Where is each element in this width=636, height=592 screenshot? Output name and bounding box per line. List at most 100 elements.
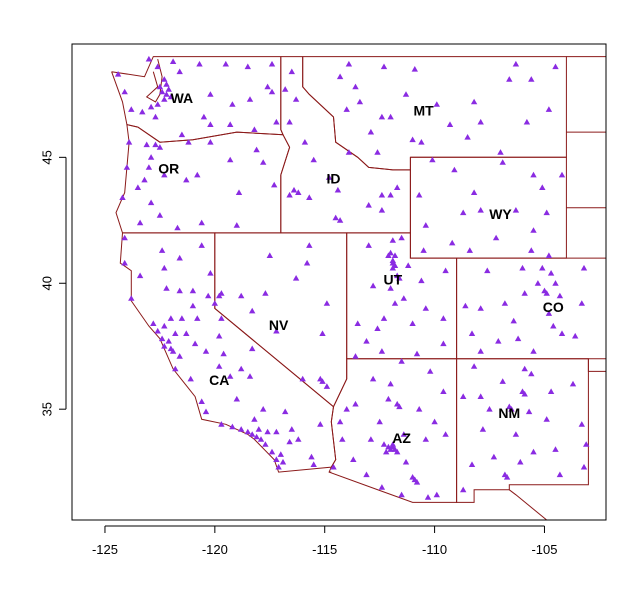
site-marker xyxy=(165,338,172,344)
site-marker xyxy=(147,154,155,160)
site-marker xyxy=(121,259,128,266)
site-marker xyxy=(512,431,520,437)
site-marker xyxy=(477,348,484,354)
site-marker xyxy=(352,83,359,90)
site-marker xyxy=(440,388,447,394)
site-marker xyxy=(141,176,148,183)
site-marker xyxy=(543,290,550,296)
site-marker xyxy=(369,282,377,289)
site-marker xyxy=(528,76,535,82)
site-marker xyxy=(578,300,585,306)
state-border xyxy=(508,489,548,520)
site-marker xyxy=(336,73,344,80)
site-marker xyxy=(350,456,357,462)
state-label-or: OR xyxy=(158,161,179,177)
site-marker xyxy=(191,340,199,347)
site-marker xyxy=(409,136,416,143)
site-marker xyxy=(558,171,566,178)
site-marker xyxy=(506,76,513,82)
site-marker xyxy=(530,227,537,233)
site-marker xyxy=(380,315,388,321)
y-tick-label: 40 xyxy=(39,276,54,290)
site-marker xyxy=(229,423,236,430)
site-marker xyxy=(490,453,498,460)
site-marker xyxy=(255,426,262,432)
site-marker xyxy=(365,202,372,208)
site-marker xyxy=(123,164,131,170)
site-marker xyxy=(569,380,577,387)
site-marker xyxy=(154,101,161,107)
site-marker xyxy=(145,164,153,170)
x-axis: -125 -120 -115 -110 -105 xyxy=(92,525,557,557)
site-marker xyxy=(470,189,478,195)
site-marker xyxy=(167,93,175,100)
site-marker xyxy=(389,264,396,271)
site-marker xyxy=(416,191,423,198)
site-marker xyxy=(207,139,214,145)
site-marker xyxy=(477,207,484,213)
site-marker xyxy=(396,403,403,410)
site-marker xyxy=(227,121,234,127)
site-marker xyxy=(253,146,260,153)
site-marker xyxy=(161,76,168,82)
site-marker xyxy=(400,431,407,437)
site-marker xyxy=(394,184,401,190)
site-marker xyxy=(273,456,280,462)
site-marker xyxy=(499,159,506,165)
site-marker xyxy=(468,461,476,467)
site-marker xyxy=(521,390,528,397)
site-marker xyxy=(352,353,359,359)
site-marker xyxy=(354,320,361,326)
site-marker xyxy=(389,257,396,263)
state-label-mt: MT xyxy=(413,103,434,119)
site-marker xyxy=(517,458,524,465)
site-marker xyxy=(424,494,432,500)
site-marker xyxy=(301,139,309,145)
site-marker xyxy=(556,292,564,299)
site-marker xyxy=(413,479,421,485)
site-marker xyxy=(422,305,429,311)
site-marker xyxy=(521,290,528,296)
site-marker xyxy=(497,149,504,155)
site-marker xyxy=(369,375,377,382)
site-marker xyxy=(440,340,447,347)
site-marker xyxy=(525,408,533,415)
state-border xyxy=(280,56,411,234)
site-marker xyxy=(470,98,478,105)
site-marker xyxy=(501,300,509,306)
site-marker xyxy=(169,58,177,64)
site-marker xyxy=(367,128,375,135)
state-border xyxy=(119,232,337,473)
site-marker xyxy=(268,448,276,455)
site-marker xyxy=(383,448,390,455)
site-marker xyxy=(317,421,324,427)
y-axis: 35 40 45 xyxy=(39,150,67,416)
site-marker xyxy=(512,207,520,213)
site-marker xyxy=(402,458,410,465)
site-marker xyxy=(145,55,153,62)
site-marker xyxy=(422,436,429,442)
site-marker xyxy=(389,441,396,447)
site-marker xyxy=(295,189,302,195)
state-border xyxy=(456,257,606,360)
site-marker xyxy=(279,458,287,465)
site-marker xyxy=(409,320,416,326)
site-marker xyxy=(198,242,205,248)
site-marker xyxy=(233,395,240,402)
site-marker xyxy=(380,63,388,70)
site-marker xyxy=(363,338,370,344)
state-border xyxy=(346,232,458,360)
site-marker xyxy=(194,315,201,321)
site-marker xyxy=(136,219,144,226)
site-marker xyxy=(189,302,197,309)
site-marker xyxy=(345,60,353,67)
site-marker xyxy=(552,63,559,70)
site-marker xyxy=(556,471,564,478)
site-marker xyxy=(163,81,170,87)
site-marker xyxy=(282,408,289,415)
site-marker xyxy=(539,264,546,271)
site-marker xyxy=(156,144,164,150)
site-marker xyxy=(378,348,386,354)
site-marker xyxy=(387,113,394,120)
site-marker xyxy=(172,365,179,372)
